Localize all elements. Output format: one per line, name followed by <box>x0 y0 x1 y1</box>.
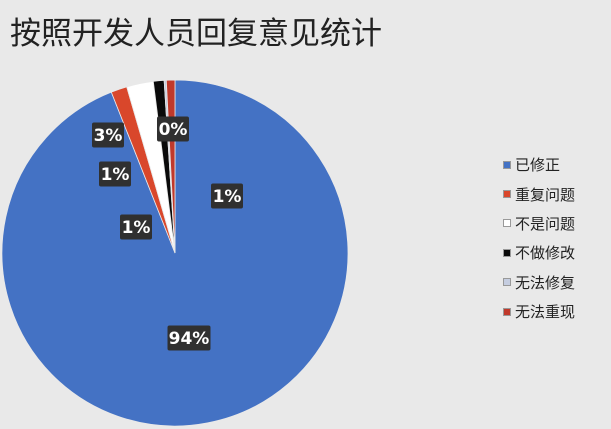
legend-swatch-1 <box>503 160 511 169</box>
legend-swatch-6 <box>503 307 511 316</box>
legend-item-5: 无法修复 <box>503 268 575 297</box>
data-label-5: 0% <box>157 116 189 142</box>
svg-text:3%: 3% <box>94 126 123 146</box>
legend-swatch-4 <box>503 248 511 257</box>
legend-label-5: 无法修复 <box>515 273 576 292</box>
svg-text:0%: 0% <box>159 120 188 140</box>
legend-label-1: 已修正 <box>515 156 561 175</box>
svg-text:1%: 1% <box>101 165 130 185</box>
data-label-2: 1% <box>99 161 131 187</box>
legend-swatch-5 <box>503 278 511 287</box>
data-label-1: 94% <box>167 325 211 351</box>
svg-text:94%: 94% <box>169 329 210 349</box>
legend-item-1: 已修正 <box>503 150 575 179</box>
legend-item-2: 重复问题 <box>503 179 575 208</box>
svg-text:1%: 1% <box>122 218 151 238</box>
chart-title: 按照开发人员回复意见统计 <box>10 16 382 52</box>
legend-label-6: 无法重现 <box>515 303 576 322</box>
legend-swatch-2 <box>503 190 511 199</box>
legend-label-4: 不做修改 <box>515 244 576 263</box>
svg-text:1%: 1% <box>213 187 242 207</box>
legend-swatch-3 <box>503 219 511 228</box>
legend-item-6: 无法重现 <box>503 297 575 326</box>
data-label-3: 3% <box>92 122 124 148</box>
data-label-4: 1% <box>120 214 152 240</box>
legend-label-3: 不是问题 <box>515 214 576 233</box>
legend-label-2: 重复问题 <box>515 185 576 204</box>
legend-item-4: 不做修改 <box>503 238 575 267</box>
legend: 已修正重复问题不是问题不做修改无法修复无法重现 <box>503 150 575 326</box>
legend-item-3: 不是问题 <box>503 209 575 238</box>
data-label-6: 1% <box>211 183 243 209</box>
